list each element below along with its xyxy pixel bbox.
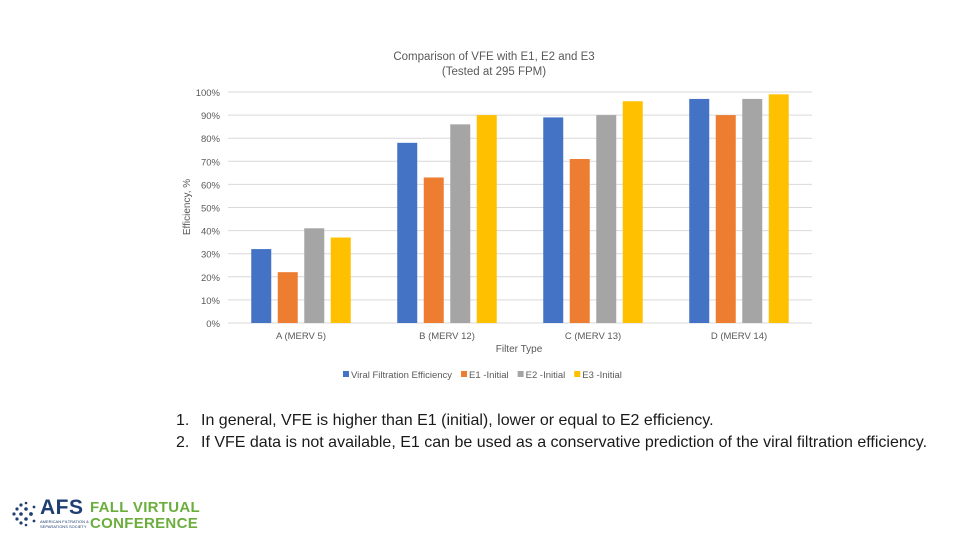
bar — [543, 117, 564, 323]
bar — [569, 158, 590, 323]
note-item: 1. In general, VFE is higher than E1 (in… — [176, 410, 946, 432]
y-tick-label: 30% — [201, 250, 221, 261]
y-tick-label: 10% — [201, 296, 221, 307]
x-axis-ticks: A (MERV 5) B (MERV 12) C (MERV 13) D (MERV … — [276, 331, 767, 342]
y-axis-ticks: 0% 10% 20% 30% 40% 50% 60% 70% 80% 90% 100% — [196, 88, 221, 330]
bar — [251, 249, 272, 323]
legend-swatch — [461, 371, 468, 377]
logo-line1: FALL VIRTUAL — [90, 499, 200, 516]
y-tick-label: 40% — [201, 227, 221, 238]
x-tick-label: B (MERV 12) — [419, 331, 475, 342]
chart-subtitle: (Tested at 295 FPM) — [442, 66, 546, 78]
bar — [596, 115, 617, 323]
y-tick-label: 90% — [201, 111, 221, 122]
bar — [622, 101, 643, 324]
bar — [689, 98, 710, 324]
x-tick-label: C (MERV 13) — [565, 331, 621, 342]
bar — [304, 228, 325, 323]
bar — [330, 237, 351, 323]
legend-label: Viral Filtration Efficiency — [351, 370, 452, 381]
logo-line2: CONFERENCE — [90, 515, 199, 532]
legend-swatch — [343, 371, 349, 377]
logo-tagline: AMERICAN FILTRATION & SEPARATIONS SOCIET… — [40, 519, 89, 529]
legend: Viral Filtration Efficiency E1 -Initial E2… — [343, 370, 622, 381]
y-tick-label: 0% — [206, 319, 220, 330]
bar — [742, 98, 763, 324]
note-text: In general, VFE is higher than E1 (initi… — [201, 412, 714, 429]
legend-label: E2 -Initial — [526, 370, 566, 381]
afs-logo: AFS AMERICAN FILTRATION & SEPARATIONS SO… — [10, 496, 210, 536]
bar — [715, 115, 736, 323]
y-tick-label: 70% — [201, 157, 221, 168]
y-axis-label: Efficiency, % — [182, 179, 193, 235]
bar-chart: Comparison of VFE with E1, E2 and E3 (Te… — [182, 51, 812, 381]
bars — [251, 94, 789, 324]
note-text: If VFE data is not available, E1 can be … — [201, 434, 928, 451]
x-axis-label: Filter Type — [496, 344, 543, 355]
legend-label: E1 -Initial — [469, 370, 509, 381]
legend-label: E3 -Initial — [582, 370, 622, 381]
x-tick-label: D (MERV 14) — [711, 331, 767, 342]
x-tick-label: A (MERV 5) — [276, 331, 326, 342]
bar — [277, 272, 298, 323]
bar — [476, 115, 497, 323]
note-item: 2. If VFE data is not available, E1 can … — [176, 432, 946, 454]
y-tick-label: 100% — [196, 88, 221, 99]
y-tick-label: 50% — [201, 204, 221, 215]
logo-name: AFS — [40, 496, 84, 519]
bar — [768, 94, 789, 323]
y-tick-label: 20% — [201, 273, 221, 284]
note-number: 2. — [176, 434, 190, 451]
y-tick-label: 80% — [201, 134, 221, 145]
legend-swatch — [517, 371, 524, 377]
notes-list: 1. In general, VFE is higher than E1 (in… — [176, 410, 946, 454]
bar — [397, 142, 418, 323]
afs-globe-icon — [12, 501, 36, 527]
legend-swatch — [574, 371, 581, 377]
bar — [423, 177, 444, 323]
bar — [450, 124, 471, 323]
chart-title: Comparison of VFE with E1, E2 and E3 — [393, 51, 594, 63]
gridlines — [228, 91, 812, 324]
note-number: 1. — [176, 412, 190, 429]
y-tick-label: 60% — [201, 180, 221, 191]
